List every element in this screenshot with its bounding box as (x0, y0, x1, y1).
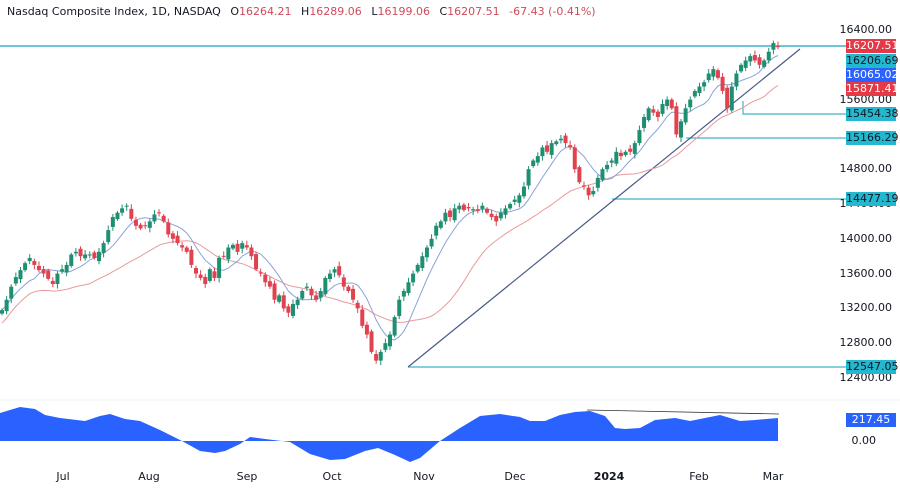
time-axis-label: Sep (236, 470, 258, 483)
ohlc-high: H16289.06 (301, 5, 362, 18)
price-axis-tick: 14800.00 (839, 162, 893, 176)
trendline (407, 48, 801, 368)
symbol-title: Nasdaq Composite Index, 1D, NASDAQ (7, 5, 221, 18)
symbol-header: Nasdaq Composite Index, 1D, NASDAQ O1626… (7, 2, 596, 22)
price-tag: 16207.51 (846, 39, 899, 53)
price-axis-tick: 12800.00 (839, 336, 893, 350)
price-axis-tick: 14000.00 (839, 231, 893, 245)
moving-averages (1, 55, 779, 341)
price-tag: 15454.38 (846, 107, 899, 121)
price-axis-tick: 16400.00 (839, 23, 893, 36)
time-axis-label: Mar (762, 470, 784, 483)
time-axis-label: Feb (689, 470, 709, 483)
ohlc-low: L16199.06 (371, 5, 430, 18)
ohlc-open: O16264.21 (230, 5, 292, 18)
time-axis-label: Aug (138, 470, 160, 483)
price-tag: 12547.05 (846, 360, 899, 374)
price-tag: 15166.29 (846, 131, 899, 145)
oscillator-pane (0, 407, 780, 462)
price-axis-tick: 13600.00 (839, 266, 893, 280)
candlesticks (0, 40, 780, 366)
time-axis-label: Dec (504, 470, 526, 483)
time-axis-label: Oct (322, 470, 342, 483)
ohlc-change: -67.43 (-0.41%) (509, 5, 596, 18)
horizontal-levels (0, 45, 846, 368)
price-axis-tick: 12400.00 (839, 371, 893, 384)
oscillator-zero-label: 0.00 (851, 434, 877, 447)
oscillator-value-tag: 217.45 (846, 413, 896, 427)
time-axis-label: Nov (413, 470, 435, 483)
time-axis-label: Jul (56, 470, 70, 483)
price-tag: 14477.19 (846, 192, 899, 206)
ohlc-close: C16207.51 (439, 5, 500, 18)
price-tag: 16206.69 (846, 54, 899, 68)
price-axis-tick: 13200.00 (839, 301, 893, 315)
price-tag: 15871.41 (846, 82, 899, 96)
price-tag: 16065.02 (846, 68, 899, 82)
time-axis-label: 2024 (593, 470, 625, 483)
